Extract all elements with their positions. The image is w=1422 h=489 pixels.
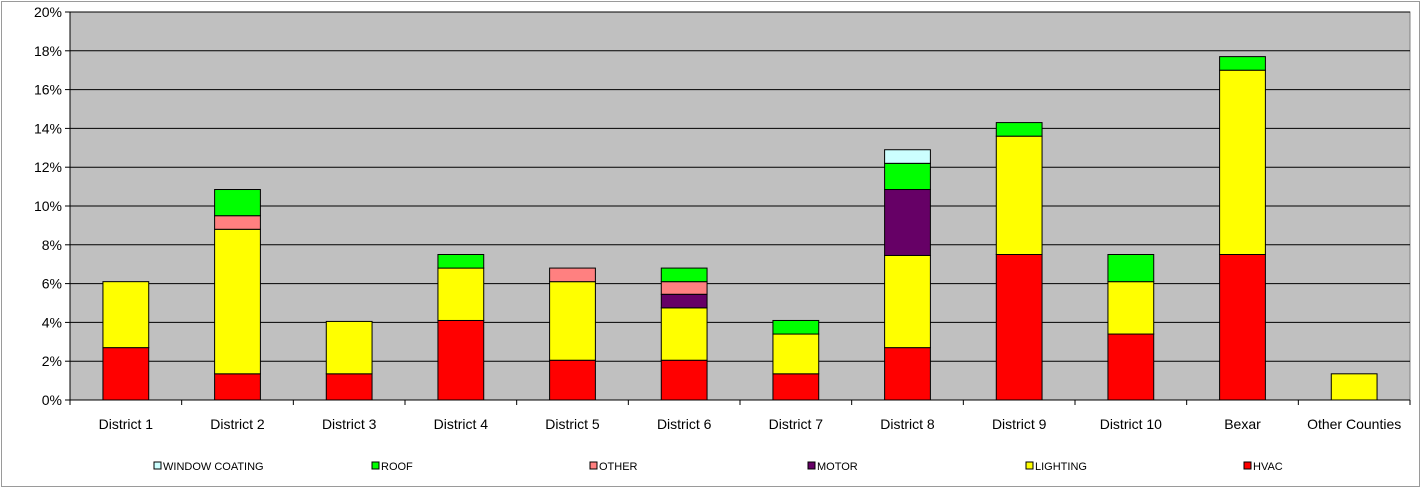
y-tick-label: 4% — [42, 314, 62, 330]
bar-roof — [437, 254, 485, 269]
y-tick-label: 0% — [42, 392, 62, 408]
bar-roof — [884, 162, 931, 191]
x-tick-label: District 7 — [769, 416, 824, 432]
y-tick-label: 8% — [42, 237, 62, 253]
bar-hvac — [214, 373, 261, 401]
x-tick-label: Bexar — [1224, 416, 1261, 432]
x-tick-label: District 6 — [657, 416, 712, 432]
legend-swatch-roof — [371, 461, 380, 470]
bar-motor — [884, 189, 931, 256]
bar-lighting — [660, 307, 708, 361]
bar-lighting — [772, 333, 820, 375]
bar-lighting — [102, 281, 150, 349]
bar-roof — [660, 267, 708, 283]
bar-roof — [1107, 254, 1155, 283]
x-tick-label: District 1 — [99, 416, 154, 432]
bar-other — [660, 281, 708, 295]
bar-lighting — [1330, 373, 1378, 401]
legend-label-hvac: HVAC — [1253, 461, 1283, 473]
bars — [102, 56, 1378, 401]
bar-lighting — [884, 254, 931, 349]
x-tick-label: District 2 — [210, 416, 265, 432]
bar-lighting — [1107, 281, 1155, 335]
bar-other — [549, 267, 596, 283]
legend-swatch-lighting — [1025, 461, 1034, 470]
bar-hvac — [884, 347, 931, 401]
legend-label-lighting: LIGHTING — [1035, 461, 1087, 473]
bar-hvac — [1219, 254, 1266, 401]
bar-window-coating — [884, 149, 931, 164]
x-tick-label: Other Counties — [1307, 416, 1401, 432]
y-tick-label: 10% — [34, 198, 62, 214]
x-tick-label: District 8 — [880, 416, 935, 432]
bar-hvac — [1107, 333, 1155, 401]
bar-roof — [772, 319, 820, 335]
bar-other — [214, 215, 261, 230]
y-axis: 0% 2% 4% 6% 8% 10% 12% 14% 16% 18% 20% — [34, 4, 71, 408]
bar-roof — [1219, 56, 1266, 71]
x-axis: District 1 District 2 District 3 District 4… — [69, 399, 1411, 432]
bar-hvac — [102, 347, 150, 401]
bar-lighting — [325, 320, 373, 375]
legend-label-motor: MOTOR — [817, 461, 858, 473]
bar-motor — [660, 293, 708, 309]
x-tick-label: District 3 — [322, 416, 377, 432]
x-tick-label: District 4 — [434, 416, 489, 432]
bar-lighting — [214, 228, 261, 375]
bar-hvac — [772, 373, 820, 401]
bar-hvac — [549, 359, 596, 401]
legend-swatch-window-coating — [153, 461, 162, 470]
y-tick-label: 16% — [34, 82, 62, 98]
bar-hvac — [660, 359, 708, 401]
legend-swatch-motor — [807, 461, 816, 470]
legend-label-other: OTHER — [599, 461, 638, 473]
bar-hvac — [437, 319, 485, 401]
x-tick-label: District 5 — [545, 416, 600, 432]
bar-roof — [214, 189, 261, 217]
y-tick-label: 6% — [42, 276, 62, 292]
legend-label-roof: ROOF — [381, 461, 413, 473]
x-tick-label: District 10 — [1100, 416, 1162, 432]
legend-label-window-coating: WINDOW COATING — [163, 461, 264, 473]
bar-hvac — [325, 373, 373, 401]
bar-roof — [995, 122, 1043, 137]
y-tick-label: 2% — [42, 353, 62, 369]
bar-lighting — [995, 135, 1043, 255]
legend-swatch-hvac — [1243, 461, 1252, 470]
bar-lighting — [437, 267, 485, 321]
bar-lighting — [549, 281, 596, 361]
legend: WINDOW COATING ROOF OTHER MOTOR LIGHTING HVAC — [153, 461, 1283, 473]
legend-swatch-other — [589, 461, 598, 470]
y-tick-label: 14% — [34, 120, 62, 136]
y-tick-label: 20% — [34, 4, 62, 20]
y-tick-label: 18% — [34, 43, 62, 59]
bar-hvac — [995, 254, 1043, 401]
plot-area — [69, 11, 1411, 401]
y-tick-label: 12% — [34, 159, 62, 175]
x-tick-label: District 9 — [992, 416, 1047, 432]
bar-lighting — [1219, 69, 1266, 255]
